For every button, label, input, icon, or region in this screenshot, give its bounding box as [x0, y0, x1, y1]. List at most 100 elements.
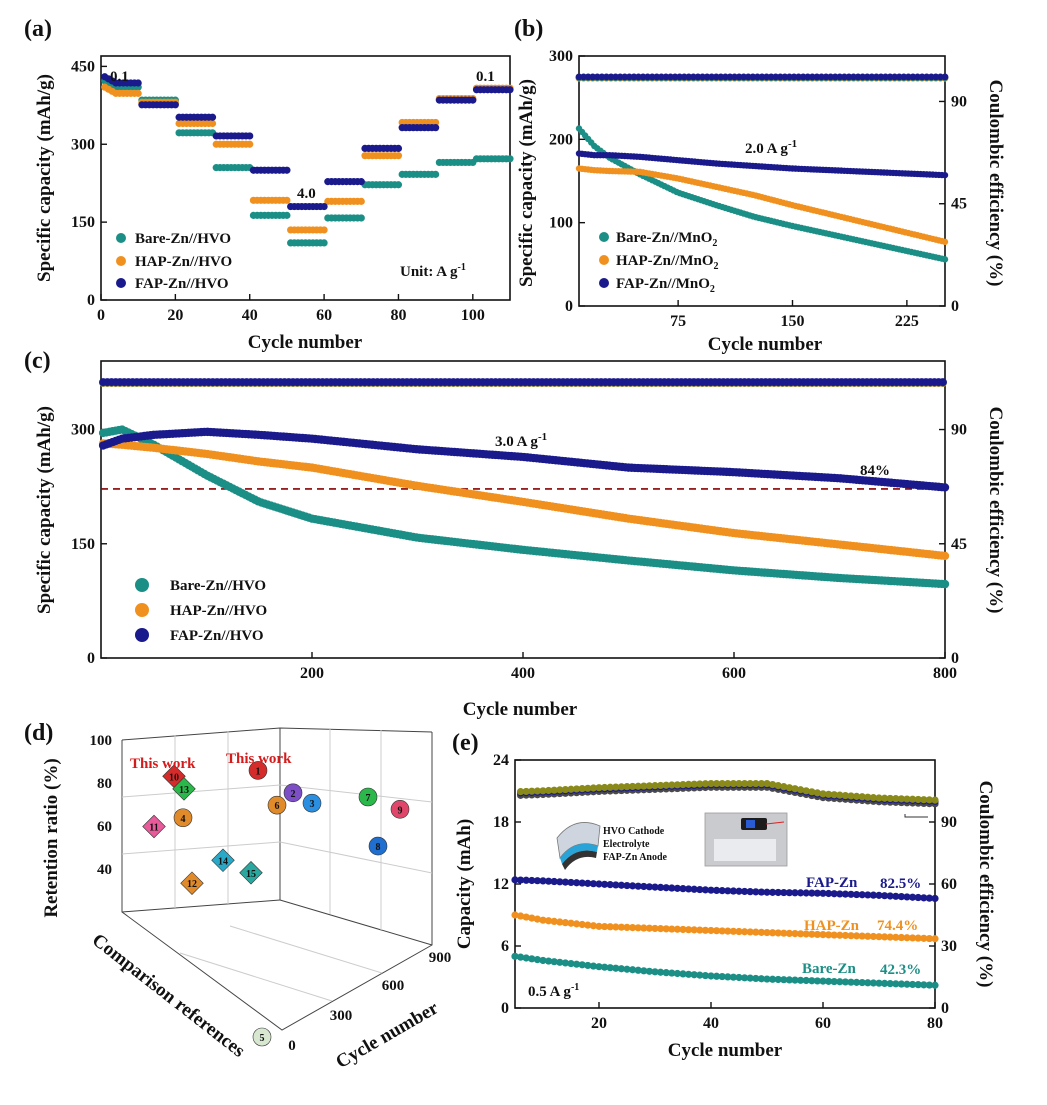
y2-tick-label-0: 0	[951, 298, 959, 315]
point-a-hap-10	[134, 89, 142, 97]
point-e-hap-33	[668, 925, 676, 933]
point-e-hap-11	[545, 917, 553, 925]
x-tick-label-3: 80	[927, 1015, 943, 1032]
ce-e-olive-72	[886, 794, 894, 803]
point-e-hap-42	[718, 927, 726, 935]
point-e-hap-44	[729, 927, 738, 935]
point-e-bare-53	[780, 976, 788, 984]
point-e-fap-7	[522, 876, 530, 884]
ref-point-label-13: 13	[179, 785, 189, 796]
point-e-bare-38	[696, 971, 704, 979]
point-e-hap-45	[735, 927, 743, 936]
panel-b-y2label: Coulombic efficiency (%)	[985, 80, 1006, 287]
z-tick-label-0: 40	[97, 862, 112, 878]
point-e-fap-23	[612, 881, 620, 889]
point-e-hap-53	[780, 929, 788, 937]
x-tick-label-0: 20	[591, 1015, 607, 1032]
ref-point-label-1: 1	[256, 766, 261, 777]
point-e-fap-35	[679, 885, 687, 893]
point-e-fap-53	[780, 888, 788, 897]
ce-e-olive-79	[925, 796, 934, 804]
y-tick-label-1: 6	[501, 938, 509, 955]
point-e-bare-9	[533, 956, 542, 964]
point-e-fap-48	[752, 888, 760, 896]
ref-point-label-7: 7	[366, 793, 371, 804]
point-e-fap-25	[623, 881, 631, 890]
legend-a-hap: HAP-Zn//HVO	[135, 254, 232, 270]
ref-point-1	[248, 761, 268, 780]
point-a-fap-30	[208, 113, 217, 121]
point-e-fap-64	[841, 890, 850, 898]
point-e-hap-65	[847, 932, 855, 940]
point-e-bare-11	[545, 957, 553, 965]
point-e-hap-22	[606, 923, 614, 931]
ce-e-olive-78	[920, 796, 928, 804]
point-a-bare-50	[283, 211, 291, 219]
point-c-bare-800	[940, 579, 950, 589]
ref-point-11	[142, 814, 166, 839]
ref-point-15	[239, 861, 263, 885]
point-e-fap-34	[673, 884, 682, 892]
y-tick-label-4: 24	[493, 752, 509, 769]
point-e-fap-44	[729, 887, 738, 895]
point-e-hap-40	[707, 926, 715, 935]
point-a-fap-90	[432, 124, 440, 132]
panel-e-rate: 0.5 A g-1	[528, 982, 579, 1000]
ce-e-olive-39	[701, 780, 710, 788]
point-e-hap-21	[601, 922, 609, 931]
ce-e-olive-69	[869, 794, 878, 802]
point-e-fap-31	[657, 883, 665, 892]
legend-c-hap-marker	[135, 603, 149, 617]
inset-photo-display	[746, 820, 755, 828]
point-e-hap-14	[561, 919, 570, 927]
point-e-fap-22	[606, 881, 614, 889]
inset-label-cathode: HVO Cathode	[603, 826, 665, 837]
panel-a-legend: Bare-Zn//HVO HAP-Zn//HVO FAP-Zn//HVO	[116, 231, 232, 292]
panel-a-label: (a)	[24, 16, 52, 42]
point-e-fap-50	[763, 888, 771, 896]
point-e-bare-60	[819, 977, 827, 985]
point-e-hap-49	[757, 928, 766, 936]
ce-e-olive-53	[780, 783, 788, 791]
point-e-fap-69	[869, 891, 878, 899]
ce-e-olive-80	[931, 796, 939, 804]
inset-photo-cell	[714, 839, 776, 861]
ref-point-label-15: 15	[246, 869, 256, 880]
y2-tick-label-1: 30	[941, 938, 957, 955]
point-e-fap-40	[707, 886, 715, 894]
y-tick-label-0: 0	[565, 298, 573, 315]
y-tick-label-2: 300	[71, 136, 95, 153]
y-tick-label-1: 150	[71, 536, 95, 553]
point-e-fap-14	[561, 878, 570, 886]
panel-a-ticks: 0 20 40 60 80 100 0 150 300 450	[71, 58, 485, 324]
ce-e-olive-9	[533, 787, 542, 795]
point-e-bare-58	[808, 977, 816, 985]
point-e-bare-12	[550, 958, 558, 966]
point-e-hap-17	[578, 920, 586, 929]
y-tick-label-0: 0	[87, 292, 95, 309]
point-a-fap-50	[283, 166, 291, 174]
point-e-fap-15	[567, 878, 575, 887]
ce-e-olive-76	[909, 795, 917, 803]
point-e-bare-35	[679, 970, 687, 978]
point-e-bare-70	[875, 979, 883, 987]
point-e-bare-61	[825, 977, 833, 985]
ref-point-label-2: 2	[291, 789, 296, 800]
ce-e-olive-35	[679, 780, 687, 789]
point-e-fap-75	[903, 893, 911, 901]
point-a-bare-70	[357, 214, 365, 222]
point-e-bare-77	[914, 981, 922, 989]
legend-b-bare: Bare-Zn//MnO2	[616, 230, 717, 249]
point-e-bare-56	[797, 976, 805, 984]
ce-e-olive-10	[539, 787, 547, 795]
point-e-hap-67	[858, 932, 866, 940]
point-e-hap-36	[685, 926, 693, 934]
panel-a-rate-end: 0.1	[476, 69, 495, 85]
panel-e-label: (e)	[452, 730, 479, 756]
point-e-bare-39	[701, 971, 710, 980]
panel-d-floor-edge-right	[279, 899, 433, 946]
panel-b-label: (b)	[514, 16, 543, 42]
ce-e-olive-51	[769, 780, 777, 789]
y-tick-label-0: 0	[87, 650, 95, 667]
